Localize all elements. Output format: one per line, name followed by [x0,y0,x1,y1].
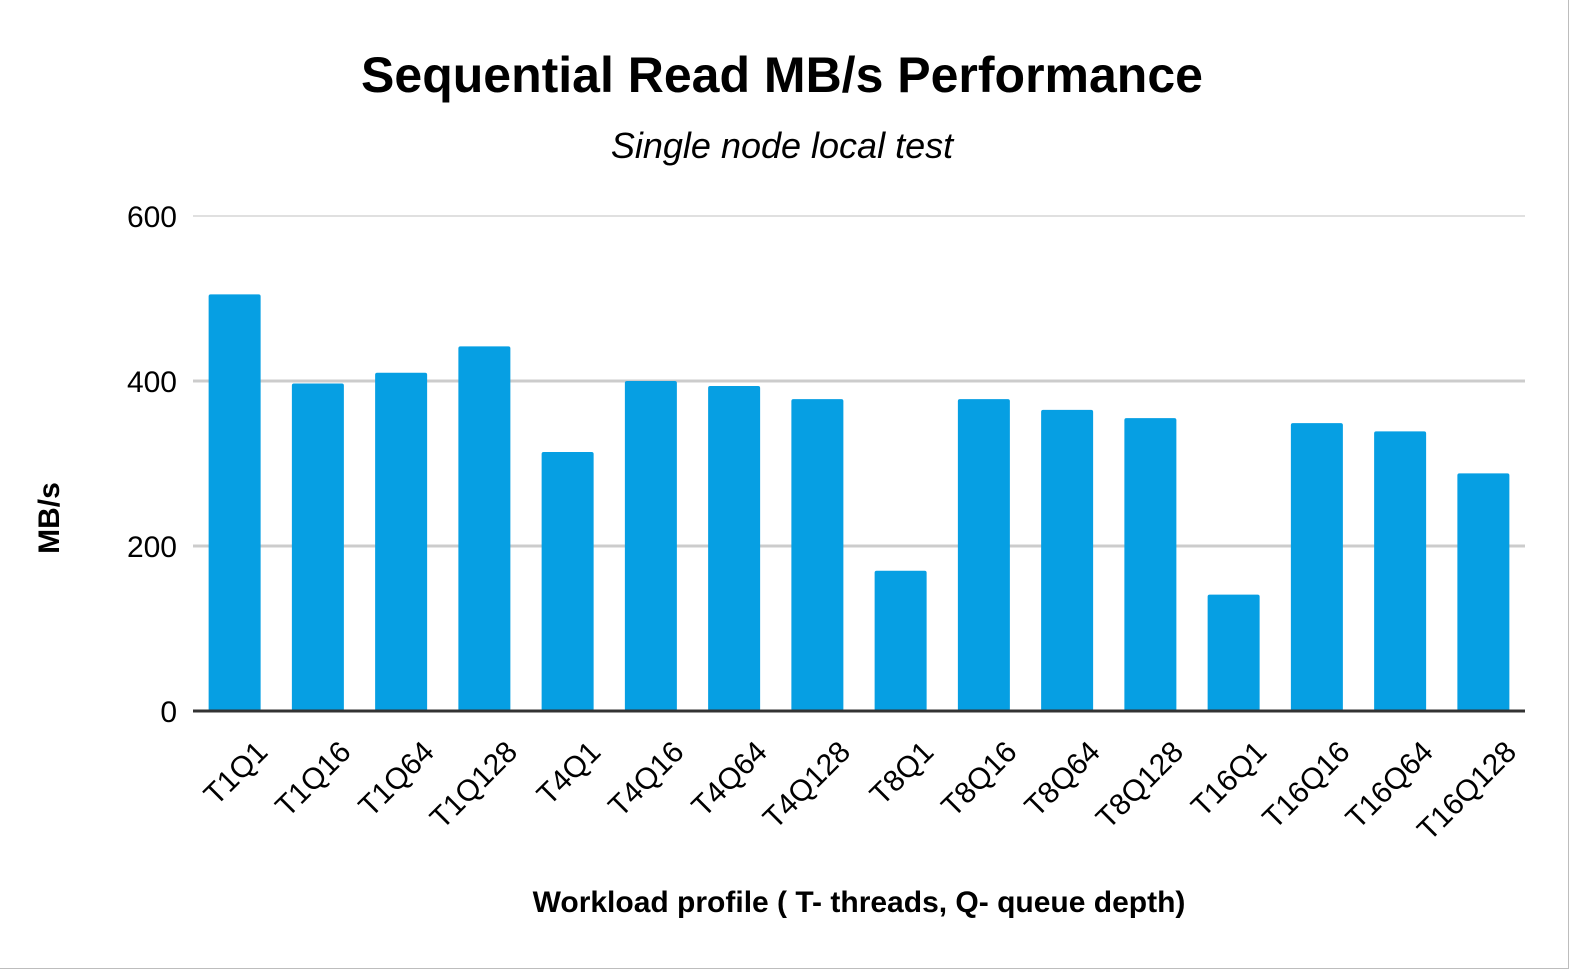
bar-t4q128 [791,399,844,711]
bar-t1q1 [208,294,261,711]
x-tick-label: T8Q128 [1090,735,1190,835]
x-tick-label: T1Q128 [424,735,524,835]
x-tick-label: T1Q1 [198,735,274,811]
bar-t8q1 [874,570,927,711]
bar-t1q64 [375,372,428,711]
bar-t16q128 [1457,473,1510,711]
y-tick-label: 400 [127,366,177,399]
bar-t16q64 [1374,431,1427,711]
chart-title: Sequential Read MB/s Performance [361,47,1203,103]
bar-t1q16 [291,383,344,711]
bar-t4q1 [541,451,594,711]
bar-t4q64 [708,385,761,711]
x-tick-label: T16Q16 [1257,735,1357,835]
bars [208,294,1510,711]
y-axis-ticks: 0 200 400 600 [127,201,177,729]
x-tick-label: T4Q1 [531,735,607,811]
bar-t8q64 [1041,409,1094,711]
bar-t16q16 [1290,423,1343,711]
y-axis-title: MB/s [33,482,66,554]
chart-subtitle: Single node local test [611,125,955,166]
y-tick-label: 200 [127,531,177,564]
y-tick-label: 600 [127,201,177,234]
x-tick-label: T8Q1 [864,735,940,811]
bar-t8q16 [957,399,1010,711]
x-tick-label: T1Q16 [269,735,357,823]
bar-t4q16 [624,381,677,711]
x-tick-label: T4Q128 [757,735,857,835]
bar-t8q128 [1124,418,1177,711]
bar-t1q128 [458,346,511,711]
x-axis-title: Workload profile ( T- threads, Q- queue … [533,886,1186,919]
bar-t16q1 [1207,594,1260,711]
y-tick-label: 0 [160,696,177,729]
x-tick-label: T4Q16 [602,735,690,823]
x-tick-label: T8Q16 [935,735,1023,823]
